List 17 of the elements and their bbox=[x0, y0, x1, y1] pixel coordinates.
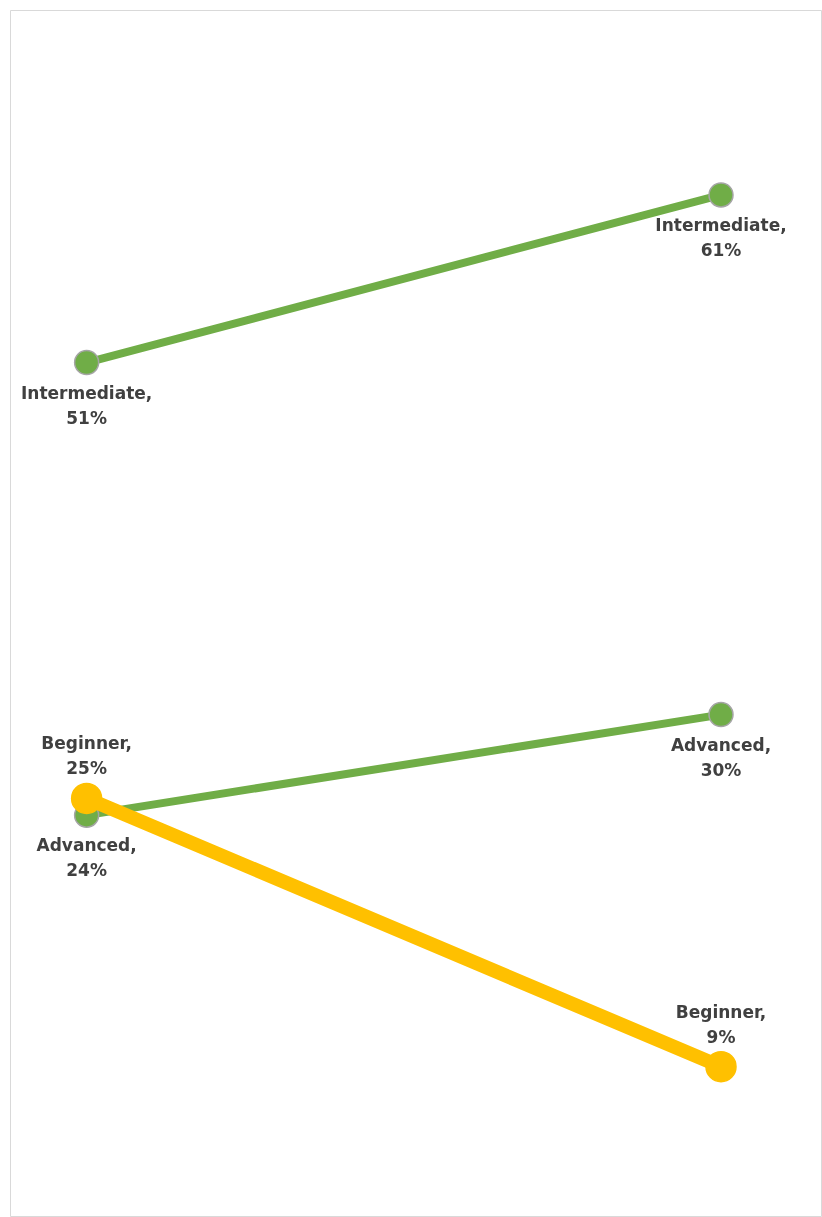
series-label: Advanced, bbox=[670, 734, 772, 755]
data-label: 51% bbox=[66, 407, 107, 428]
series-label: Intermediate, bbox=[655, 214, 787, 235]
data-label: 9% bbox=[706, 1026, 736, 1047]
point bbox=[705, 1050, 737, 1083]
point bbox=[708, 182, 734, 208]
series-label: Beginner, bbox=[675, 1001, 767, 1022]
data-label: 24% bbox=[66, 860, 107, 881]
point bbox=[708, 701, 734, 728]
data-label: 61% bbox=[700, 239, 742, 260]
data-label: 30% bbox=[700, 759, 742, 780]
data-label: 25% bbox=[66, 758, 107, 779]
point bbox=[70, 782, 103, 815]
point bbox=[73, 349, 100, 376]
text: Intermediate, bbox=[20, 382, 153, 403]
text: Beginner, bbox=[41, 733, 132, 754]
text: Advanced, bbox=[36, 835, 137, 856]
